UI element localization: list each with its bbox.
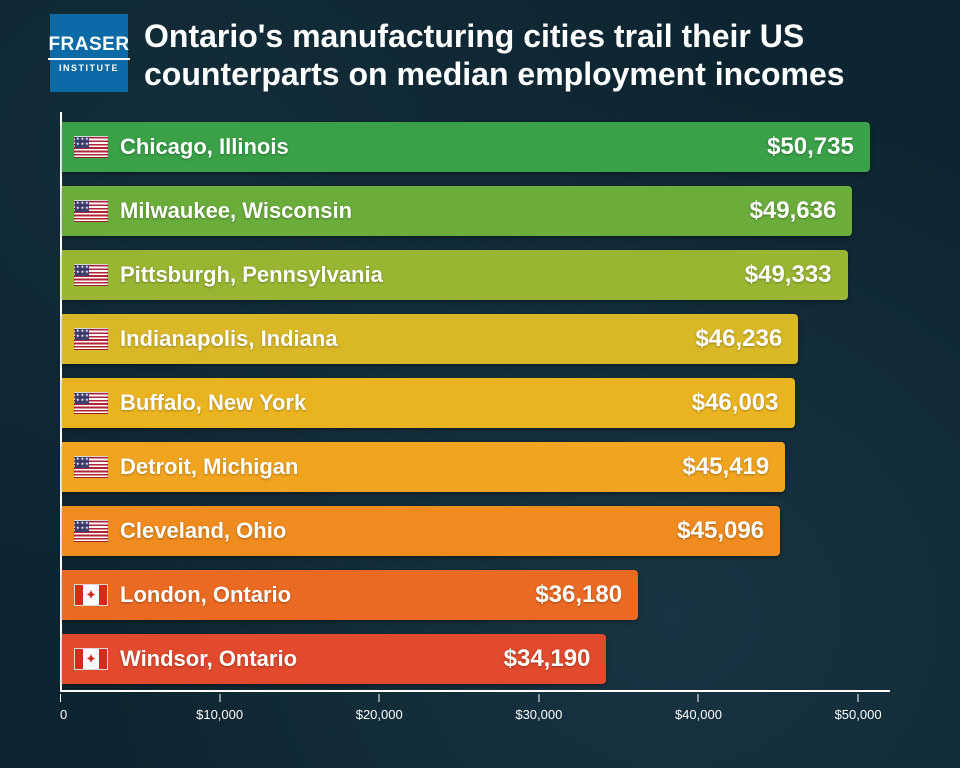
- us-flag-icon: [74, 392, 108, 414]
- us-flag-icon: [74, 520, 108, 542]
- x-tick: $40,000: [675, 694, 722, 724]
- bar-label: Detroit, Michigan: [120, 454, 298, 480]
- us-flag-icon: [74, 264, 108, 286]
- x-tick-label: $20,000: [356, 707, 403, 722]
- chart-title: Ontario's manufacturing cities trail the…: [144, 14, 910, 94]
- logo-line1: FRASER: [48, 34, 129, 60]
- x-tick: $30,000: [515, 694, 562, 724]
- bar-value: $49,333: [745, 261, 832, 289]
- canada-flag-icon: ✦: [74, 584, 108, 606]
- bar-value: $50,735: [767, 133, 854, 161]
- x-tick-label: $50,000: [835, 707, 882, 722]
- header: FRASER INSTITUTE Ontario's manufacturing…: [0, 0, 960, 112]
- bar-row: Buffalo, New York $46,003: [62, 378, 795, 428]
- us-flag-icon: [74, 136, 108, 158]
- bar-row: Chicago, Illinois $50,735: [62, 122, 870, 172]
- x-axis: 0 $10,000 $20,000 $30,000 $40,000 $50,000: [60, 694, 890, 722]
- bar-value: $34,190: [504, 645, 591, 673]
- logo-line2: INSTITUTE: [59, 63, 119, 73]
- bar-value: $46,003: [692, 389, 779, 417]
- plot: Chicago, Illinois $50,735 Milwaukee, Wisco…: [60, 112, 890, 692]
- bar-label: Indianapolis, Indiana: [120, 326, 338, 352]
- fraser-logo: FRASER INSTITUTE: [50, 14, 128, 92]
- us-flag-icon: [74, 328, 108, 350]
- bar-value: $49,636: [750, 197, 837, 225]
- bar-row: Milwaukee, Wisconsin $49,636: [62, 186, 852, 236]
- x-tick-label: $40,000: [675, 707, 722, 722]
- bar-value: $36,180: [535, 581, 622, 609]
- bar-row: ✦ Windsor, Ontario $34,190: [62, 634, 606, 684]
- x-tick: 0: [60, 694, 67, 724]
- bar-value: $45,419: [682, 453, 769, 481]
- x-tick: $10,000: [196, 694, 243, 724]
- bar-label: Pittsburgh, Pennsylvania: [120, 262, 383, 288]
- x-tick-label: $30,000: [515, 707, 562, 722]
- x-tick: $50,000: [835, 694, 882, 724]
- bar-row: Pittsburgh, Pennsylvania $49,333: [62, 250, 848, 300]
- bar-value: $45,096: [677, 517, 764, 545]
- us-flag-icon: [74, 456, 108, 478]
- x-tick-label: $10,000: [196, 707, 243, 722]
- bar-label: London, Ontario: [120, 582, 291, 608]
- chart-area: Chicago, Illinois $50,735 Milwaukee, Wisco…: [50, 112, 910, 722]
- us-flag-icon: [74, 200, 108, 222]
- bar-row: Indianapolis, Indiana $46,236: [62, 314, 798, 364]
- bar-label: Cleveland, Ohio: [120, 518, 286, 544]
- bar-label: Milwaukee, Wisconsin: [120, 198, 352, 224]
- bar-label: Chicago, Illinois: [120, 134, 289, 160]
- bar-label: Windsor, Ontario: [120, 646, 297, 672]
- bar-row: ✦ London, Ontario $36,180: [62, 570, 638, 620]
- bar-label: Buffalo, New York: [120, 390, 306, 416]
- bar-value: $46,236: [695, 325, 782, 353]
- canada-flag-icon: ✦: [74, 648, 108, 670]
- x-tick-label: 0: [60, 707, 67, 722]
- bar-row: Detroit, Michigan $45,419: [62, 442, 785, 492]
- x-tick: $20,000: [356, 694, 403, 724]
- maple-leaf-icon: ✦: [85, 651, 97, 665]
- bar-row: Cleveland, Ohio $45,096: [62, 506, 780, 556]
- maple-leaf-icon: ✦: [85, 587, 97, 601]
